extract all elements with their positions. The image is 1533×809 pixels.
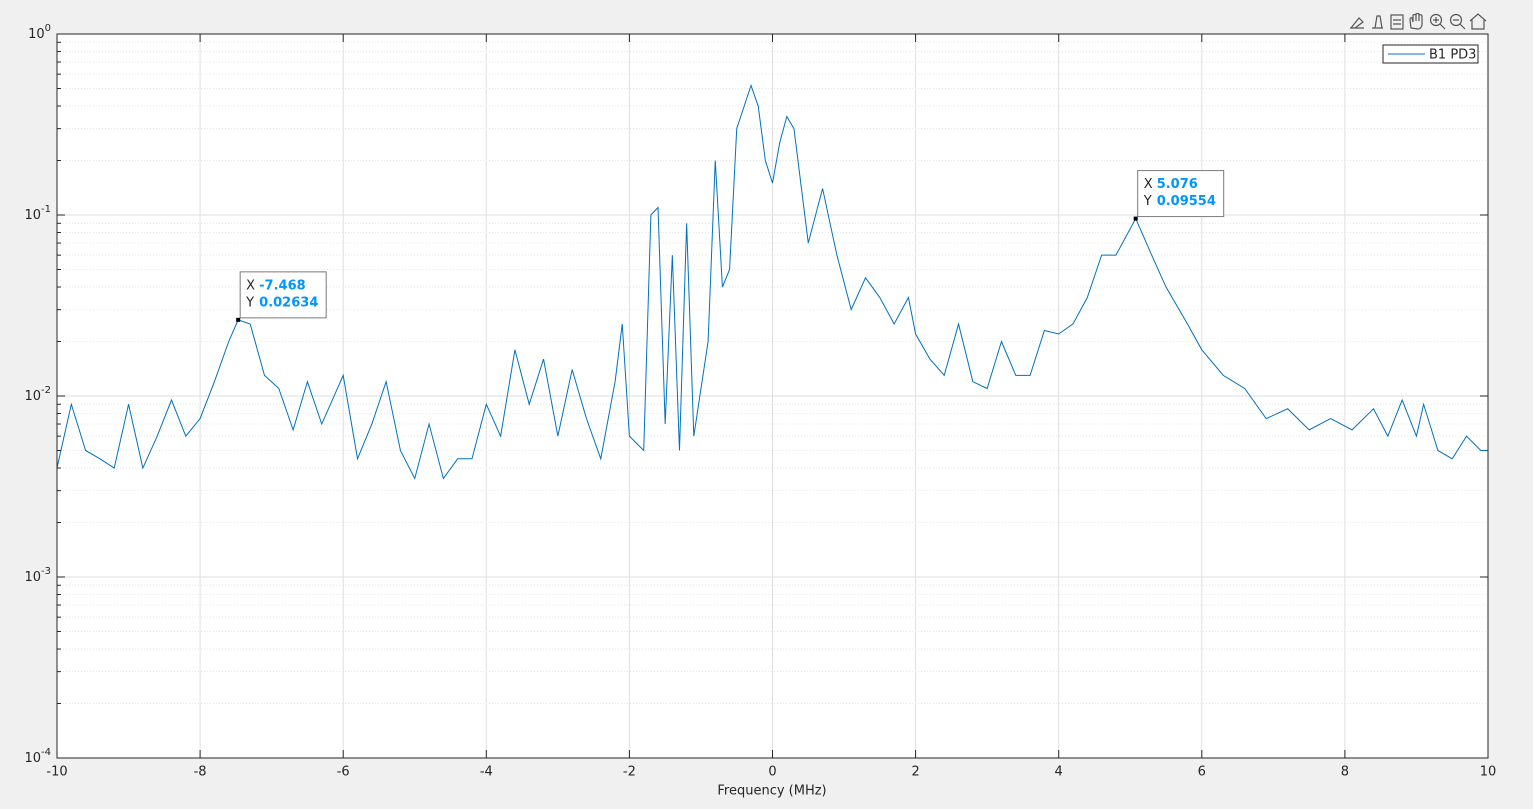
plot [56,83,1488,480]
zoom-out-icon [1453,19,1466,30]
datatip-field: Y [1143,194,1152,209]
zoom-in-icon [1433,17,1446,30]
legend: B1 PD3 [1382,44,1479,64]
y-tick-label: 10-3 [24,566,51,585]
x-tick-label: 8 [1341,765,1349,780]
y-tick-label: 10-4 [24,747,51,766]
datatips: X -7.468 Y 0.02634 X 5.076 Y 0.09554 [236,170,1225,322]
datatip-field: Y [245,295,254,310]
x-tick-label: 2 [911,765,919,780]
axes-toolbar [1349,12,1487,30]
x-tick-label: 10 [1480,765,1497,780]
datatip-field: X [1144,177,1153,192]
datatip-box [1137,170,1225,218]
datatip-y-value: 0.09554 [1157,194,1216,209]
zoom-in-button[interactable] [1429,13,1443,27]
brush-button[interactable] [1349,17,1364,29]
x-tick-label: 4 [1055,765,1063,780]
y-tick-label: 100 [28,23,51,42]
y-tick-label: 10-2 [24,385,51,404]
x-tick-label: -2 [623,765,636,780]
datatip-x-value: -7.468 [259,278,306,293]
datatip-marker [1133,216,1138,221]
x-tick-label: -8 [194,765,207,780]
x-tick-label: 6 [1198,765,1206,780]
datatip-y-value: 0.02634 [259,295,318,310]
datatip-x-value: 5.076 [1157,177,1198,192]
legend-button-lines [1393,19,1401,25]
ticks: -10 -8 -6 -4 -2 0 2 4 6 8 10 10-4 10-3 10-2 10-1 100 [24,23,1496,780]
x-tick-label: -6 [337,765,350,780]
x-axis-label: Frequency (MHz) [717,784,826,799]
legend-label: B1 PD3 [1429,48,1476,63]
zoom-out-button[interactable] [1449,13,1463,27]
legend-box [1382,44,1479,64]
datatip-field: X [246,278,255,293]
data-tips-button[interactable] [1372,15,1383,29]
y-tick-label: 10-1 [24,204,51,223]
x-tick-label: -4 [480,765,493,780]
datatip-box [239,271,327,319]
legend-button[interactable] [1390,14,1404,30]
pan-button[interactable] [1409,12,1423,30]
datatip-marker [236,317,241,322]
home-button[interactable] [1469,13,1487,30]
x-tick-label: 0 [768,765,776,780]
series-line [56,83,1488,480]
x-tick-label: -10 [46,765,67,780]
